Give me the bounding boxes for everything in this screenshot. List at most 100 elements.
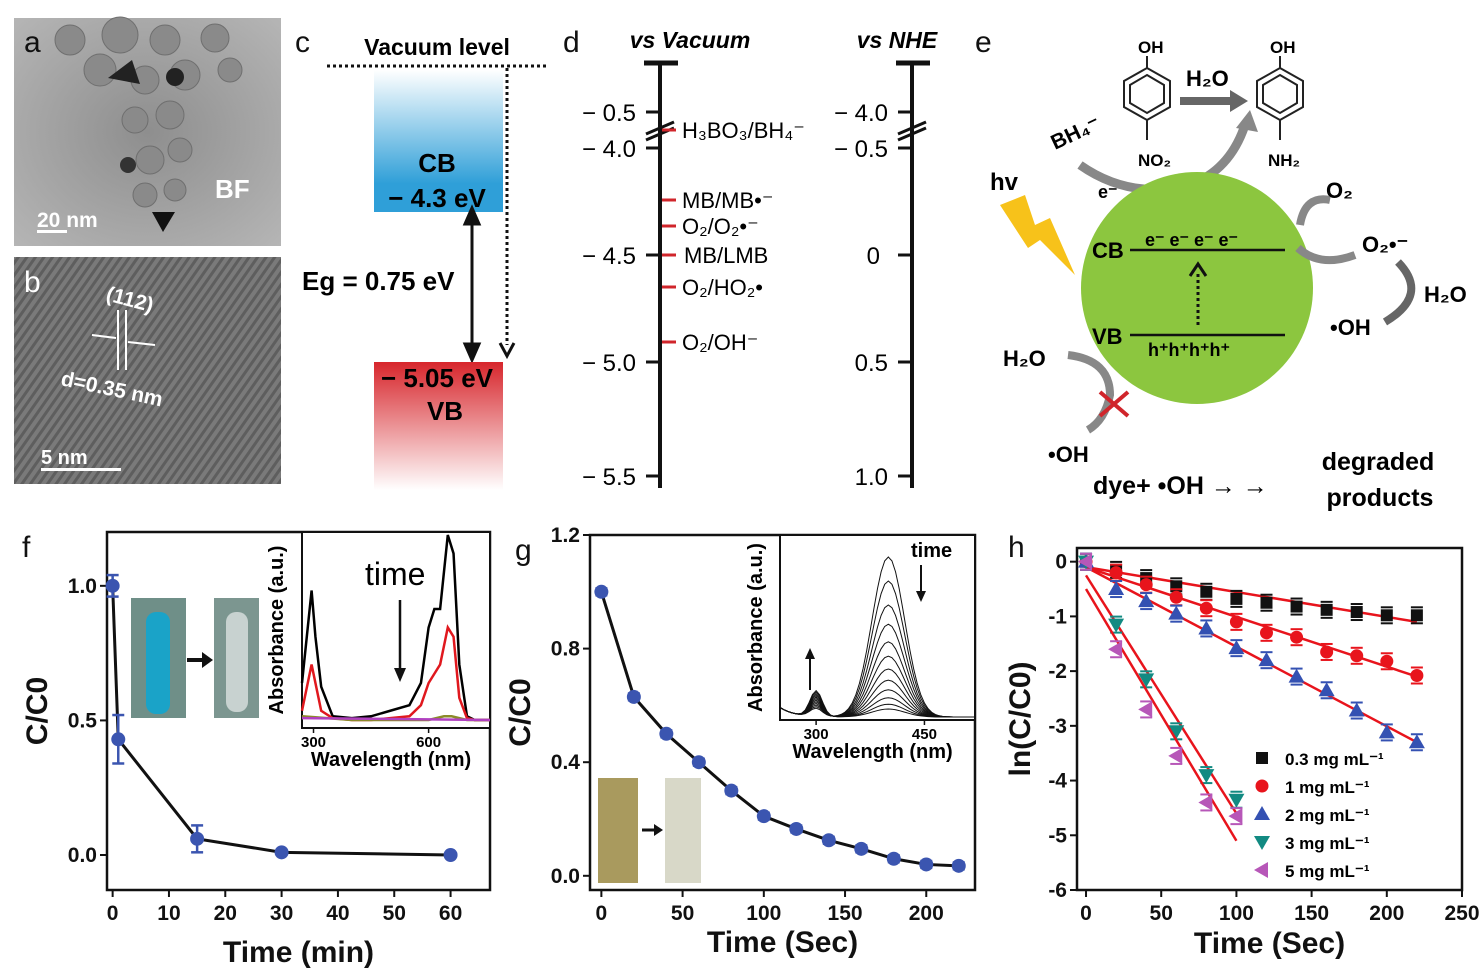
bright-field-label: BF <box>215 174 250 204</box>
superoxide-arrow <box>1295 244 1357 265</box>
data-point <box>1138 593 1155 608</box>
legend-label: 3 mg mL⁻¹ <box>1285 834 1370 853</box>
data-point <box>1410 668 1424 682</box>
arrowhead-icon <box>805 648 815 659</box>
x-tick-label: 30 <box>270 902 293 925</box>
hydroxyl-left-label: •OH <box>1048 442 1089 467</box>
data-point <box>594 584 609 599</box>
data-point <box>1229 615 1243 629</box>
chart-f: 0 10 20 30 40 50 60 0.0 0.5 1.0 Time (min) C/C0 300 6… <box>21 530 492 969</box>
inset-spectrum <box>301 716 491 722</box>
nh2-label: NH₂ <box>1268 151 1300 170</box>
panel-d-label: d <box>563 26 580 59</box>
data-point <box>1198 794 1213 811</box>
legend-label: 2 mg mL⁻¹ <box>1285 806 1370 825</box>
panel-e-label: e <box>975 26 992 59</box>
y-axis-title: C/C0 <box>504 678 537 746</box>
blocked-cross-icon <box>1098 390 1130 418</box>
redox-couple: H₃BO₃/BH₄⁻ <box>682 118 805 143</box>
legend-marker <box>1254 836 1270 850</box>
data-point <box>111 732 126 747</box>
panel-b-label: b <box>24 266 41 299</box>
arrowhead-icon <box>1236 110 1258 132</box>
legend-label: 0.3 mg mL⁻¹ <box>1285 750 1384 769</box>
data-point <box>1320 645 1334 659</box>
x-tick-label: 150 <box>828 902 863 925</box>
electron-label: e⁻ <box>1098 182 1118 202</box>
data-point <box>1109 566 1123 580</box>
x-tick-label: 150 <box>1294 902 1329 925</box>
nitrophenol-molecule <box>1123 56 1171 140</box>
oh-label: OH <box>1270 38 1296 57</box>
vacuum-to-vb-dotted-arrow <box>498 68 516 360</box>
axis-break-mark <box>897 126 927 142</box>
legend-marker <box>1255 779 1269 793</box>
data-point <box>443 848 458 863</box>
degradation-reaction: dye+ •OH → → <box>1093 472 1268 500</box>
legend-marker <box>1254 806 1270 820</box>
inset-x-tick-label: 600 <box>416 734 441 751</box>
superoxide-label: O₂•⁻ <box>1362 232 1408 257</box>
inset-time-annotation: time <box>911 540 952 562</box>
potential-labels: − 0.5 − 4.0 − 4.5 − 5.0 − 5.5 − 4.0 − 0.… <box>582 100 888 491</box>
vs-nhe-title: vs NHE <box>857 27 938 53</box>
scale-bar-b <box>41 468 121 471</box>
y-tick-label: -1 <box>1048 605 1067 628</box>
arrowhead-icon <box>916 591 926 602</box>
data-point <box>724 783 739 798</box>
redox-couple: O₂/O₂•⁻ <box>682 214 759 239</box>
data-point <box>1350 649 1364 663</box>
panel-a-tem-image <box>14 16 281 246</box>
legend-label: 1 mg mL⁻¹ <box>1285 778 1370 797</box>
arrowhead-icon <box>1188 261 1208 277</box>
lattice-spacing-marker <box>91 310 156 370</box>
y-tick-label: 0.4 <box>551 751 581 774</box>
legend-marker <box>1254 862 1268 878</box>
data-point <box>1200 585 1213 598</box>
electrons-label: e⁻ e⁻ e⁻ e⁻ <box>1145 230 1238 250</box>
data-point <box>1408 734 1425 749</box>
data-point <box>626 689 641 704</box>
fit-line <box>1084 588 1238 842</box>
data-point <box>919 857 934 872</box>
panel-f-label: f <box>22 531 31 564</box>
oxygen-label: O₂ <box>1326 178 1353 203</box>
panel-a-label: a <box>24 26 41 59</box>
x-tick-label: 100 <box>746 902 781 925</box>
light-label: hv <box>990 169 1019 196</box>
data-point <box>1168 747 1183 764</box>
x-tick-label: 0 <box>107 902 119 925</box>
data-point <box>659 726 674 741</box>
water-right-label: H₂O <box>1424 282 1467 307</box>
y-tick-label: 1.0 <box>68 575 97 598</box>
data-point <box>1348 702 1365 717</box>
data-point <box>756 809 771 824</box>
data-point <box>1168 605 1185 620</box>
data-point <box>886 851 901 866</box>
x-tick-label: 40 <box>326 902 349 925</box>
vb-energy: − 5.05 eV <box>381 363 494 393</box>
data-point <box>1138 701 1153 718</box>
data-point <box>1380 609 1393 622</box>
x-tick-label: 250 <box>1444 902 1479 925</box>
data-point <box>1199 601 1213 615</box>
vs-vacuum-title: vs Vacuum <box>630 27 751 53</box>
data-point <box>1290 600 1303 613</box>
x-tick-label: 200 <box>909 902 944 925</box>
cb-label: CB <box>418 148 456 178</box>
panel-h-label: h <box>1008 531 1025 564</box>
y-tick-label: -4 <box>1048 770 1067 793</box>
x-tick-label: 200 <box>1369 902 1404 925</box>
lightning-bolt-icon <box>1000 195 1075 275</box>
scale-bar-a <box>37 230 67 233</box>
products-line-2: products <box>1327 484 1434 512</box>
right-tick-label: − 4.0 <box>834 100 888 127</box>
x-axis-title: Time (min) <box>223 936 374 969</box>
no2-label: NO₂ <box>1138 151 1171 170</box>
valence-band-box <box>374 362 503 490</box>
axis-break-mark <box>897 120 927 136</box>
y-tick-label: 0.0 <box>68 844 97 867</box>
left-tick-label: − 5.5 <box>582 464 636 491</box>
inset-x-axis-title: Wavelength (nm) <box>792 741 952 763</box>
